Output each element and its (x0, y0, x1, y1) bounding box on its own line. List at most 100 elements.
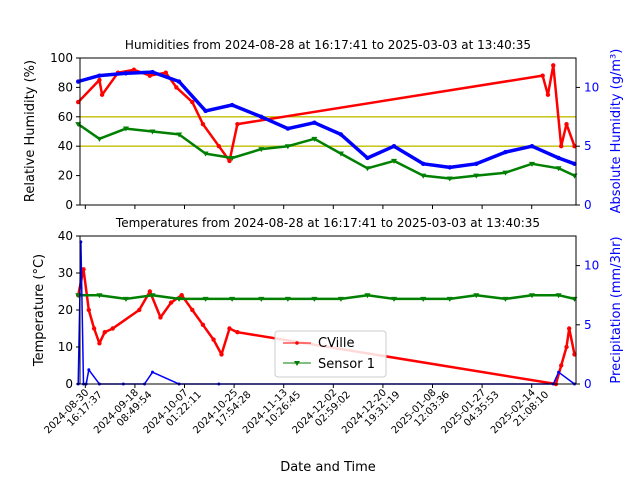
precipitation-point (87, 368, 91, 372)
legend-cville-label: CVille (318, 336, 355, 351)
sensor-1-point (258, 296, 265, 302)
series-1-point (364, 166, 371, 172)
series-0-point (190, 99, 195, 105)
absolute-humidity-point (338, 132, 344, 137)
series-1-point (446, 176, 453, 182)
absolute-humidity-point (312, 120, 317, 125)
series-0-point (200, 121, 206, 127)
absolute-humidity-point (75, 79, 81, 84)
temperature-left-ticks: 0 10 20 30 40 (58, 229, 80, 391)
absolute-humidity-point (529, 144, 535, 149)
series-1-point (529, 161, 536, 167)
left-tick-label: 40 (58, 229, 73, 243)
left-tick-label: 0 (65, 377, 73, 391)
sensor-1-point (446, 296, 453, 302)
humidity-right-ticks: 0 5 10 (576, 80, 599, 212)
cville-point (147, 289, 153, 294)
series-1-point (176, 132, 183, 138)
legend-sensor-marker (294, 361, 300, 366)
absolute-humidity-point (474, 161, 479, 167)
right-tick-label: 10 (584, 259, 599, 273)
cville-point (219, 352, 224, 357)
sensor-1-point (311, 296, 318, 302)
sensor-1-point (473, 293, 480, 299)
cville-point (200, 322, 206, 327)
series-1-point (122, 126, 129, 132)
cville-point (110, 326, 115, 331)
series-1-point (311, 136, 318, 142)
absolute-humidity-point (391, 144, 397, 149)
sensor-1-point (502, 296, 509, 302)
series-0-point (540, 73, 545, 78)
left-tick-label: 40 (58, 139, 73, 153)
temperature-right-ticks: 0 5 10 (576, 259, 599, 391)
series-1-point (202, 151, 209, 157)
right-tick-label: 0 (584, 377, 592, 391)
left-tick-label: 20 (58, 169, 73, 183)
right-tick-label: 5 (584, 139, 592, 153)
series-0-point (216, 144, 222, 149)
x-axis-label: Date and Time (280, 460, 376, 475)
right-tick-label: 5 (584, 318, 592, 332)
absolute-humidity-point (259, 114, 264, 120)
cville-point (158, 315, 163, 320)
legend: CVille Sensor 1 (274, 330, 387, 378)
cville-point (235, 330, 240, 335)
sensor-1-line (78, 293, 575, 301)
right-tick-label: 0 (584, 198, 592, 212)
absolute-humidity-point (503, 149, 508, 155)
temperature-panel: Temperatures from 2024-08-28 at 16:17:41… (32, 205, 624, 436)
series-1-point (571, 173, 578, 179)
sensor-1-point (337, 296, 344, 302)
series-1-point (420, 173, 427, 179)
humidity-right-axis-label: Absolute Humidity (g/m³) (609, 49, 624, 214)
humidity-title: Humidities from 2024-08-28 at 16:17:41 t… (125, 38, 531, 52)
sensor-1-point (176, 296, 183, 302)
series-1-point (555, 166, 562, 172)
left-tick-label: 0 (65, 198, 73, 212)
humidity-axes-frame (79, 57, 577, 206)
series-0-point (97, 77, 102, 83)
left-tick-label: 100 (50, 51, 73, 65)
series-1-point (284, 144, 291, 150)
series-1-point (258, 147, 265, 153)
series-0-point (564, 121, 569, 127)
sensor-1-point (202, 296, 209, 302)
cville-point (97, 341, 102, 346)
humidity-left-ticks: 0 20 40 60 80 100 (50, 51, 80, 212)
cville-point (564, 344, 569, 350)
series-1-point (96, 136, 103, 142)
sensor-1-point (420, 296, 427, 302)
series-0-point (545, 92, 551, 97)
series-0-point (75, 99, 81, 105)
cville-point (559, 363, 564, 368)
cville-point (137, 307, 142, 313)
absolute-humidity-point (365, 155, 370, 161)
cville-point (91, 326, 97, 331)
sensor-1-point (229, 296, 236, 302)
absolute-humidity-point (447, 165, 452, 170)
cville-point (81, 267, 86, 272)
precipitation-right-axis-label: Precipitation (mm/3hr) (609, 236, 624, 383)
absolute-humidity-point (97, 73, 102, 78)
cville-point (86, 307, 92, 313)
left-tick-label: 80 (58, 80, 73, 94)
absolute-humidity-point (421, 161, 426, 167)
cville-point (168, 300, 174, 305)
precipitation-point (557, 370, 561, 374)
series-1-point (149, 129, 156, 135)
legend-sensor-label: Sensor 1 (318, 357, 375, 372)
absolute-humidity-point (556, 155, 561, 161)
absolute-humidity-point (229, 102, 235, 108)
series-0-point (131, 67, 137, 72)
absolute-humidity-point (203, 108, 208, 114)
temperature-title: Temperatures from 2024-08-28 at 16:17:41… (115, 216, 540, 230)
